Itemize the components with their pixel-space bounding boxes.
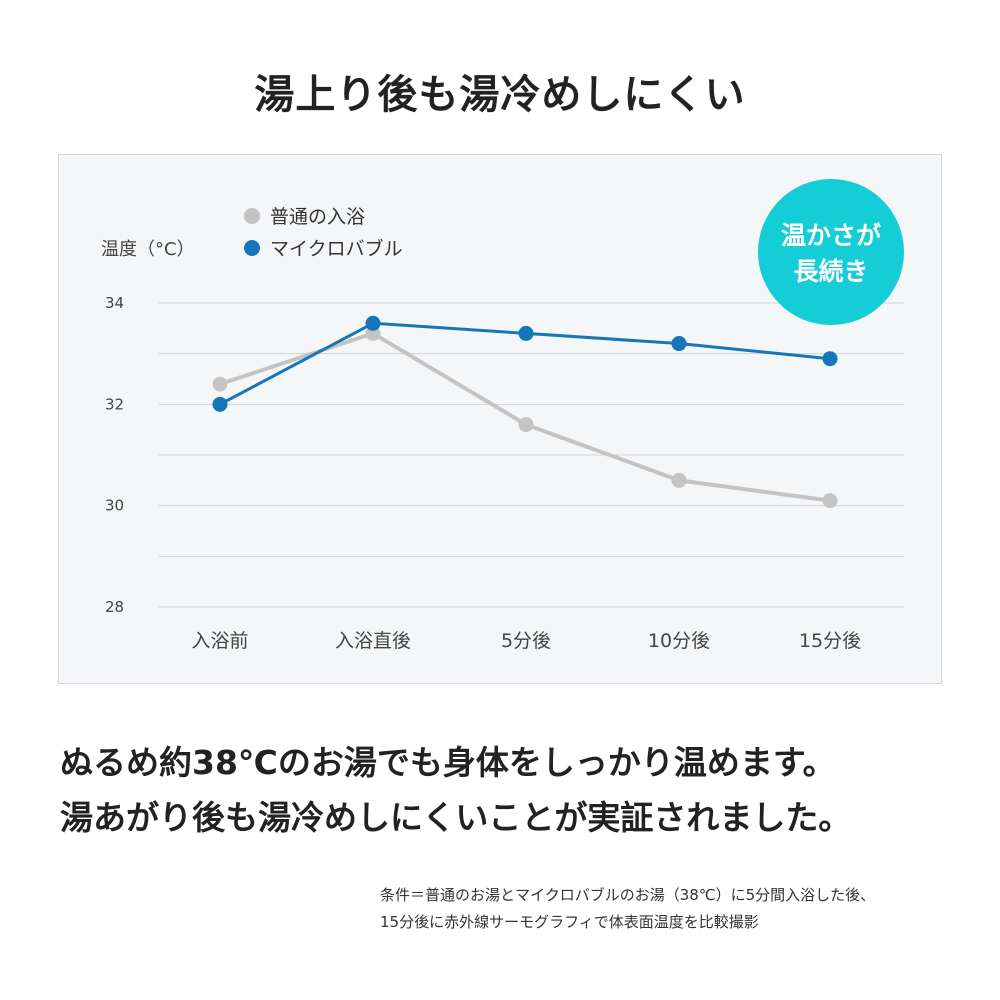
legend-label: マイクロバブル xyxy=(270,237,403,260)
data-point-normal xyxy=(518,417,534,433)
x-tick-label: 15分後 xyxy=(799,630,861,652)
data-point-normal xyxy=(671,472,687,488)
badge-text: 長続き xyxy=(793,257,868,286)
y-tick-label: 28 xyxy=(105,598,124,616)
data-point-microbubble xyxy=(518,325,534,341)
x-tick-label: 10分後 xyxy=(648,630,710,652)
description-line-2: 湯あがり後も湯冷めしにくいことが実証されました。 xyxy=(60,798,852,837)
x-tick-label: 入浴前 xyxy=(191,630,248,652)
data-point-microbubble xyxy=(365,315,381,331)
description: ぬるめ約38℃のお湯でも身体をしっかり温めます。 湯あがり後も湯冷めしにくいこと… xyxy=(60,735,960,845)
data-point-microbubble xyxy=(822,351,838,367)
data-point-microbubble xyxy=(671,336,687,352)
page-title: 湯上り後も湯冷めしにくい xyxy=(254,72,746,118)
data-point-microbubble xyxy=(212,396,228,412)
note-line-1: 条件＝普通のお湯とマイクロバブルのお湯（38℃）に5分間入浴した後、 xyxy=(380,886,876,904)
badge-text: 温かさが xyxy=(781,221,881,250)
data-point-normal xyxy=(212,376,228,392)
legend-label: 普通の入浴 xyxy=(270,206,365,228)
badge-circle xyxy=(758,179,904,325)
series-line-normal xyxy=(219,331,831,503)
y-tick-label: 32 xyxy=(105,395,124,413)
conditions-note: 条件＝普通のお湯とマイクロバブルのお湯（38℃）に5分間入浴した後、 15分後に… xyxy=(380,882,980,936)
chart-panel: 28 30 32 34 温度（°C） 入浴前 入浴直後 5分後 10分後 15分後 普通の入浴マイク… xyxy=(58,154,942,684)
data-point-normal xyxy=(822,493,838,509)
description-line-1: ぬるめ約38℃のお湯でも身体をしっかり温めます。 xyxy=(60,743,836,782)
y-tick-label: 30 xyxy=(105,497,124,515)
note-line-2: 15分後に赤外線サーモグラフィで体表面温度を比較撮影 xyxy=(380,913,759,931)
x-tick-label: 5分後 xyxy=(501,630,551,652)
y-axis-label: 温度（°C） xyxy=(101,239,195,260)
x-tick-label: 入浴直後 xyxy=(335,630,411,652)
y-tick-label: 34 xyxy=(105,294,124,312)
legend-marker xyxy=(244,240,260,256)
legend-marker xyxy=(244,208,260,224)
temperature-line-chart: 28 30 32 34 温度（°C） 入浴前 入浴直後 5分後 10分後 15分後 普通の入浴マイク… xyxy=(101,179,904,652)
